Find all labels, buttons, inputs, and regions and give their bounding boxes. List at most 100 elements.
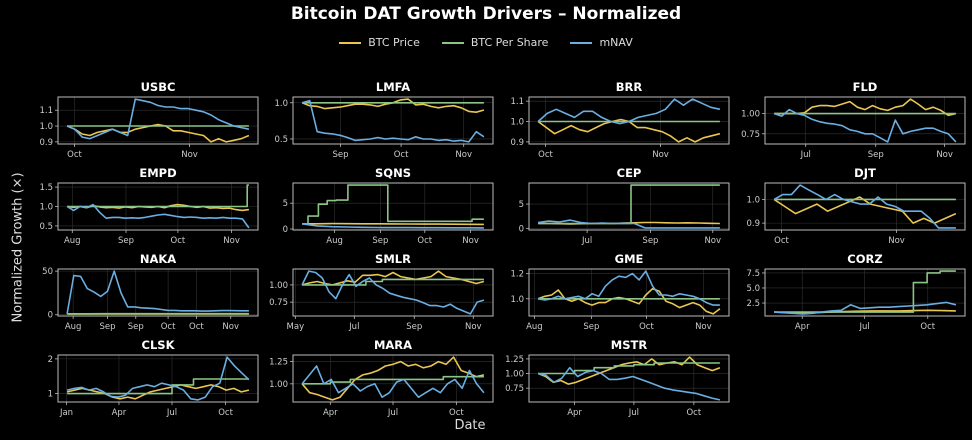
x-tick-label: Sep — [128, 322, 144, 332]
x-tick-label: Nov — [704, 236, 721, 246]
panel-title: SQNS — [375, 166, 411, 180]
y-tick-label: 0.9 — [746, 219, 760, 229]
series-btc-price — [301, 356, 485, 401]
x-tick-label: Nov — [465, 322, 482, 332]
y-tick-label: 1.1 — [39, 106, 53, 116]
x-tick-label: Oct — [686, 408, 701, 418]
series-mnav — [537, 219, 720, 229]
legend-label: mNAV — [599, 36, 633, 49]
panel-title: SMLR — [375, 252, 411, 266]
x-tick-label: Nov — [455, 150, 472, 160]
y-tick-label: 1.0 — [510, 118, 524, 128]
y-tick-label: 0 — [519, 224, 524, 234]
legend-item-mnav: mNAV — [570, 36, 633, 49]
x-tick-label: Jul — [859, 322, 870, 332]
x-tick-label: Jul — [581, 236, 592, 246]
y-tick-label: 1.5 — [39, 183, 53, 193]
panel-usbc: Oct Nov 0.9 1.0 1.1 USBC — [39, 80, 259, 160]
series-btc-price — [301, 98, 485, 113]
panel-title: CEP — [617, 166, 642, 180]
y-tick-label: 5 — [283, 199, 288, 209]
panel-title: FLD — [853, 80, 878, 94]
x-tick-label: Sep — [642, 236, 658, 246]
axes-frame — [292, 268, 494, 317]
series-btc-price — [774, 309, 956, 314]
series-btc-price — [537, 118, 721, 143]
panel-mara: Apr Jul Oct 1.00 1.25 MARA — [269, 338, 494, 418]
x-tick-label: Oct — [449, 408, 464, 418]
axes-frame — [57, 182, 259, 231]
axes-frame — [57, 96, 259, 145]
y-tick-label: 1.1 — [510, 97, 524, 107]
legend-item-btc-price: BTC Price — [339, 36, 420, 49]
x-tick-label: Nov — [652, 150, 669, 160]
panel-mstr: Apr Jul Oct 0.75 1.00 1.25 MSTR — [505, 338, 730, 418]
y-tick-label: 1.0 — [274, 99, 288, 109]
x-tick-label: Apr — [112, 408, 127, 418]
y-tick-label: 7.5 — [746, 269, 760, 279]
x-tick-label: Sep — [583, 322, 599, 332]
x-tick-label: Oct — [218, 408, 233, 418]
panel-title: CORZ — [847, 252, 882, 266]
panel-title: MSTR — [611, 338, 648, 352]
x-tick-label: Oct — [161, 322, 176, 332]
x-tick-label: Sep — [868, 150, 884, 160]
series-btc-price — [302, 222, 484, 226]
series-btc-per-share — [302, 375, 484, 385]
panel-empd: Aug Sep Oct Nov 0.5 1.0 1.5 EMPD — [39, 166, 259, 246]
series-mnav — [66, 98, 250, 140]
x-tick-label: Jul — [166, 408, 177, 418]
series-btc-price — [66, 384, 250, 400]
x-tick-label: Nov — [223, 236, 240, 246]
x-tick-label: Nov — [888, 236, 905, 246]
series-btc-price — [537, 287, 721, 315]
x-tick-label: Apr — [795, 322, 810, 332]
y-tick-label: 1.00 — [741, 110, 760, 120]
x-tick-label: Sep — [406, 322, 422, 332]
panel-lmfa: Sep Oct Nov 0.5 1.0 LMFA — [274, 80, 494, 160]
axes-frame — [57, 268, 259, 317]
y-tick-label: 1.00 — [269, 380, 288, 390]
y-tick-label: 1.0 — [39, 203, 53, 213]
panel-title: DJT — [854, 166, 876, 180]
legend-swatch — [441, 41, 464, 44]
legend: BTC Price BTC Per Share mNAV — [0, 36, 972, 49]
y-tick-label: 0.75 — [269, 298, 288, 308]
x-tick-label: Oct — [171, 236, 186, 246]
series-btc-price — [301, 270, 485, 286]
y-tick-label: 0.9 — [510, 138, 524, 148]
x-tick-label: Nov — [695, 322, 712, 332]
panel-clsk: Jan Apr Jul Oct 1 2 CLSK — [48, 338, 259, 418]
x-tick-label: Sep — [118, 236, 134, 246]
x-tick-label: Oct — [189, 322, 204, 332]
x-tick-label: Apr — [567, 408, 582, 418]
series-mnav — [301, 223, 484, 229]
x-tick-label: Jul — [387, 408, 398, 418]
x-tick-label: Nov — [181, 150, 198, 160]
x-tick-label: Apr — [323, 408, 338, 418]
axes-frame — [528, 182, 730, 231]
x-tick-label: Nov — [462, 236, 479, 246]
panel-title: BRR — [616, 80, 643, 94]
legend-label: BTC Price — [368, 36, 420, 49]
x-tick-label: Oct — [920, 322, 935, 332]
axes-frame — [528, 268, 730, 317]
series-mnav — [301, 270, 485, 315]
series-mnav — [773, 108, 957, 143]
x-tick-label: Oct — [417, 236, 432, 246]
x-tick-label: Aug — [65, 322, 82, 332]
y-tick-label: 1.00 — [269, 281, 288, 291]
y-tick-label: 2 — [48, 355, 53, 365]
series-mnav — [66, 270, 249, 315]
x-tick-label: Oct — [774, 236, 789, 246]
y-tick-label: 0 — [48, 311, 53, 321]
panel-cep: Jul Sep Nov 0 5 CEP — [519, 166, 730, 246]
x-tick-label: Oct — [639, 322, 654, 332]
y-tick-label: 1 — [48, 390, 53, 400]
y-tick-label: 1.0 — [746, 195, 760, 205]
panel-title: MARA — [374, 338, 412, 352]
y-tick-label: 50 — [42, 267, 53, 277]
series-mnav — [301, 99, 485, 143]
legend-item-btc-per-share: BTC Per Share — [441, 36, 548, 49]
series-mnav — [537, 98, 721, 125]
